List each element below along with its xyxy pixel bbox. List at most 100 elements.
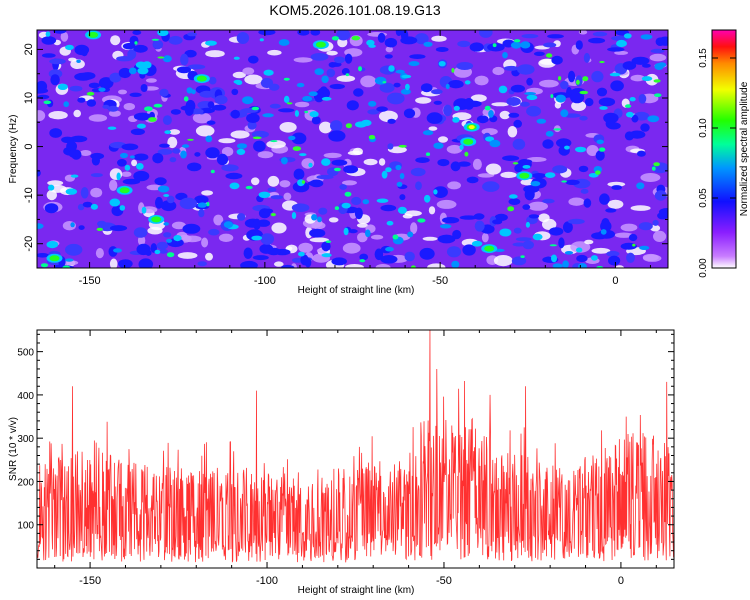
heatmap-texture-cell [65,258,74,262]
heatmap-texture-cell [326,50,338,56]
heatmap-texture-cell [513,39,521,43]
heatmap-texture-cell [500,171,517,178]
heatmap-texture-cell [433,189,438,195]
heatmap-texture-cell [542,198,555,204]
heatmap-texture-cell [148,117,157,122]
heatmap-texture-cell [331,159,348,166]
heatmap-texture-cell [65,44,74,51]
heatmap-texture-cell [464,151,469,157]
heatmap-texture-cell [507,206,515,212]
heatmap-texture-cell [298,251,305,257]
heatmap-texture-cell [422,236,438,241]
heatmap-texture-cell [525,221,530,228]
heatmap-texture-cell [522,204,531,210]
heatmap-texture-cell [625,104,632,108]
heatmap-texture-cell [479,30,493,38]
heatmap-texture-cell [77,97,86,103]
heatmap-texture-cell [451,68,455,73]
heatmap-texture-cell [301,180,306,184]
heatmap-y-tick-label: -10 [23,187,35,203]
heatmap-texture-cell [433,142,444,149]
heatmap-y-tick-label: -20 [23,236,35,252]
heatmap-texture-cell [283,77,290,81]
heatmap-texture-cell [513,227,522,234]
heatmap-texture-cell [266,140,286,149]
heatmap-texture-cell [553,128,562,131]
heatmap-texture-cell [251,235,263,241]
heatmap-texture-cell [351,196,362,206]
heatmap-texture-cell [477,173,495,178]
heatmap-texture-cell [401,74,412,79]
heatmap-texture-cell [376,198,389,203]
heatmap-texture-cell [288,135,296,141]
heatmap-texture-cell [404,251,415,262]
heatmap-texture-cell [242,96,254,105]
heatmap-texture-cell [358,66,362,72]
heatmap-texture-cell [629,97,636,102]
heatmap-texture-cell [311,116,321,125]
heatmap-texture-cell [205,50,225,58]
heatmap-texture-cell [183,96,189,102]
heatmap-texture-cell [447,181,461,190]
heatmap-texture-cell [552,263,563,268]
heatmap-texture-cell [326,68,336,78]
heatmap-texture-cell [121,143,139,151]
heatmap-texture-cell [91,155,100,166]
heatmap-texture-cell [157,148,173,155]
heatmap-texture-cell [145,249,152,256]
heatmap-texture-cell [596,87,608,97]
heatmap-texture-cell [66,140,77,152]
heatmap-texture-cell [53,30,67,34]
heatmap-texture-cell [169,157,177,163]
heatmap-texture-cell [507,126,518,138]
heatmap-texture-cell [606,250,620,257]
heatmap-texture-cell [108,110,121,117]
heatmap-texture-cell [459,215,478,220]
heatmap-texture-cell [291,212,297,219]
heatmap-texture-cell [140,84,148,92]
heatmap-texture-cell [596,139,604,145]
heatmap-texture-cell [528,214,540,219]
heatmap-texture-cell [584,98,594,107]
heatmap-texture-cell [498,85,508,94]
heatmap-hot-spot-core [468,125,475,130]
heatmap-texture-cell [598,147,606,152]
heatmap-texture-cell [216,153,229,166]
heatmap-texture-cell [609,72,621,77]
heatmap-texture-cell [562,221,573,233]
heatmap-texture-cell [538,213,550,223]
heatmap-texture-cell [653,230,667,242]
heatmap-texture-cell [377,32,386,43]
heatmap-texture-cell [205,135,213,143]
heatmap-texture-cell [309,237,329,243]
heatmap-texture-cell [236,32,250,44]
heatmap-texture-cell [551,254,557,263]
heatmap-texture-cell [649,53,667,62]
heatmap-texture-cell [374,76,387,85]
heatmap-texture-cell [357,232,368,243]
heatmap-texture-cell [410,222,418,235]
heatmap-texture-cell [237,213,246,221]
chart-title: KOM5.2026.101.08.19.G13 [269,2,440,18]
heatmap-texture-cell [650,48,665,54]
heatmap-texture-cell [438,136,448,143]
heatmap-texture-cell [463,98,475,110]
heatmap-plot-area [37,30,668,268]
heatmap-texture-cell [399,194,406,201]
heatmap-texture-cell [657,62,667,68]
heatmap-texture-cell [267,187,277,192]
heatmap-texture-cell [582,76,589,82]
heatmap-texture-cell [271,222,287,234]
heatmap-texture-cell [281,157,288,165]
heatmap-texture-cell [549,227,564,236]
heatmap-texture-cell [474,220,485,232]
heatmap-texture-cell [503,65,519,71]
heatmap-texture-cell [154,177,167,186]
heatmap-texture-cell [620,223,638,232]
heatmap-texture-cell [437,159,450,167]
heatmap-texture-cell [328,130,346,142]
heatmap-texture-cell [626,252,635,263]
colorbar-tick-label: 0.15 [698,48,709,68]
heatmap-texture-cell [567,218,585,225]
heatmap-texture-cell [177,252,198,259]
